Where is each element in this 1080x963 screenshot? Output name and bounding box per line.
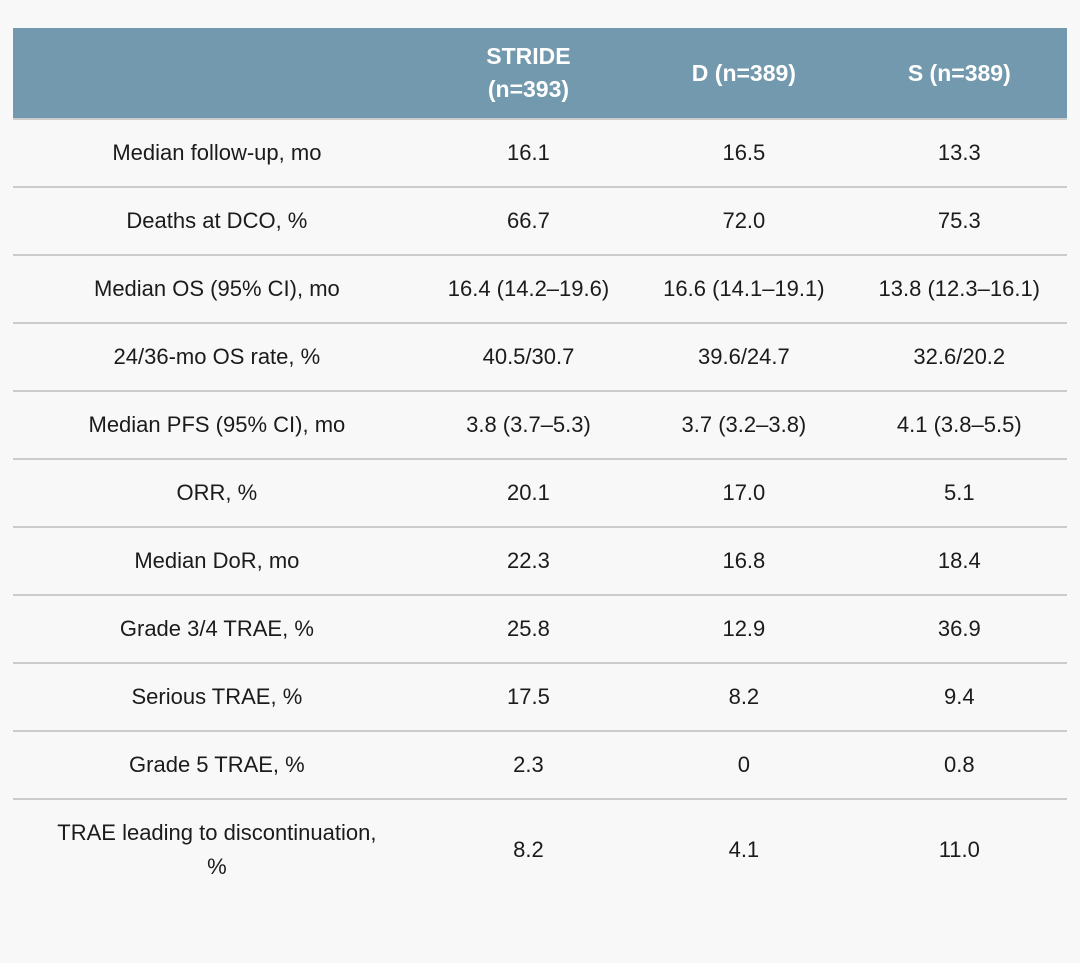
row-label: Grade 3/4 TRAE, %	[13, 594, 421, 663]
table-row: 24/36-mo OS rate, % 40.5/30.7 39.6/24.7 32.…	[13, 322, 1067, 391]
table-row: Median DoR, mo 22.3 16.8 18.4	[13, 526, 1067, 595]
row-value: 8.2	[420, 798, 637, 900]
header-cell-d: D (n=389)	[636, 28, 852, 119]
table-row: Serious TRAE, % 17.5 8.2 9.4	[13, 662, 1067, 731]
row-value: 3.8 (3.7–5.3)	[420, 390, 637, 459]
row-value: 66.7	[420, 186, 637, 255]
table-body: Median follow-up, mo 16.1 16.5 13.3 Deaths a…	[13, 118, 1067, 900]
table-row: TRAE leading to discontinuation, % 8.2 4.1…	[13, 798, 1067, 900]
row-value: 0	[636, 730, 852, 799]
row-value: 4.1	[636, 798, 852, 900]
row-label: Deaths at DCO, %	[13, 186, 421, 255]
row-value: 16.1	[420, 118, 637, 187]
row-label: Serious TRAE, %	[13, 662, 421, 731]
header-cell-stride: STRIDE (n=393)	[420, 28, 637, 119]
row-value: 25.8	[420, 594, 637, 663]
row-value: 22.3	[420, 526, 637, 595]
row-value: 20.1	[420, 458, 637, 527]
row-value: 32.6/20.2	[851, 322, 1067, 391]
row-value: 16.4 (14.2–19.6)	[420, 254, 637, 323]
row-value: 16.5	[636, 118, 852, 187]
table-row: Deaths at DCO, % 66.7 72.0 75.3	[13, 186, 1067, 255]
row-value: 16.6 (14.1–19.1)	[636, 254, 852, 323]
row-value: 16.8	[636, 526, 852, 595]
row-label: ORR, %	[13, 458, 421, 527]
row-label: Median DoR, mo	[13, 526, 421, 595]
row-value: 13.3	[851, 118, 1067, 187]
row-value: 36.9	[851, 594, 1067, 663]
table-header: STRIDE (n=393) D (n=389) S (n=389)	[13, 28, 1067, 119]
header-cell-empty	[13, 28, 421, 119]
row-value: 13.8 (12.3–16.1)	[851, 254, 1067, 323]
row-label: Median OS (95% CI), mo	[13, 254, 421, 323]
row-label: Median PFS (95% CI), mo	[13, 390, 421, 459]
table-row: Grade 5 TRAE, % 2.3 0 0.8	[13, 730, 1067, 799]
row-value: 11.0	[851, 798, 1067, 900]
row-value: 2.3	[420, 730, 637, 799]
table-row: Grade 3/4 TRAE, % 25.8 12.9 36.9	[13, 594, 1067, 663]
row-value: 5.1	[851, 458, 1067, 527]
header-row: STRIDE (n=393) D (n=389) S (n=389)	[13, 28, 1067, 119]
results-table: STRIDE (n=393) D (n=389) S (n=389) Media…	[13, 28, 1067, 900]
row-value: 4.1 (3.8–5.5)	[851, 390, 1067, 459]
row-label: TRAE leading to discontinuation, %	[13, 798, 421, 900]
row-label: Grade 5 TRAE, %	[13, 730, 421, 799]
row-value: 72.0	[636, 186, 852, 255]
header-cell-s: S (n=389)	[851, 28, 1067, 119]
row-value: 9.4	[851, 662, 1067, 731]
row-value: 18.4	[851, 526, 1067, 595]
row-label: Median follow-up, mo	[13, 118, 421, 187]
row-value: 40.5/30.7	[420, 322, 637, 391]
row-value: 12.9	[636, 594, 852, 663]
table-row: Median PFS (95% CI), mo 3.8 (3.7–5.3) 3.7 …	[13, 390, 1067, 459]
row-value: 17.0	[636, 458, 852, 527]
page: STRIDE (n=393) D (n=389) S (n=389) Media…	[13, 28, 1067, 900]
row-value: 0.8	[851, 730, 1067, 799]
row-label: 24/36-mo OS rate, %	[13, 322, 421, 391]
table-row: Median follow-up, mo 16.1 16.5 13.3	[13, 118, 1067, 187]
row-value: 17.5	[420, 662, 637, 731]
row-value: 39.6/24.7	[636, 322, 852, 391]
table-row: Median OS (95% CI), mo 16.4 (14.2–19.6) 16…	[13, 254, 1067, 323]
table-row: ORR, % 20.1 17.0 5.1	[13, 458, 1067, 527]
row-value: 75.3	[851, 186, 1067, 255]
row-value: 8.2	[636, 662, 852, 731]
row-value: 3.7 (3.2–3.8)	[636, 390, 852, 459]
